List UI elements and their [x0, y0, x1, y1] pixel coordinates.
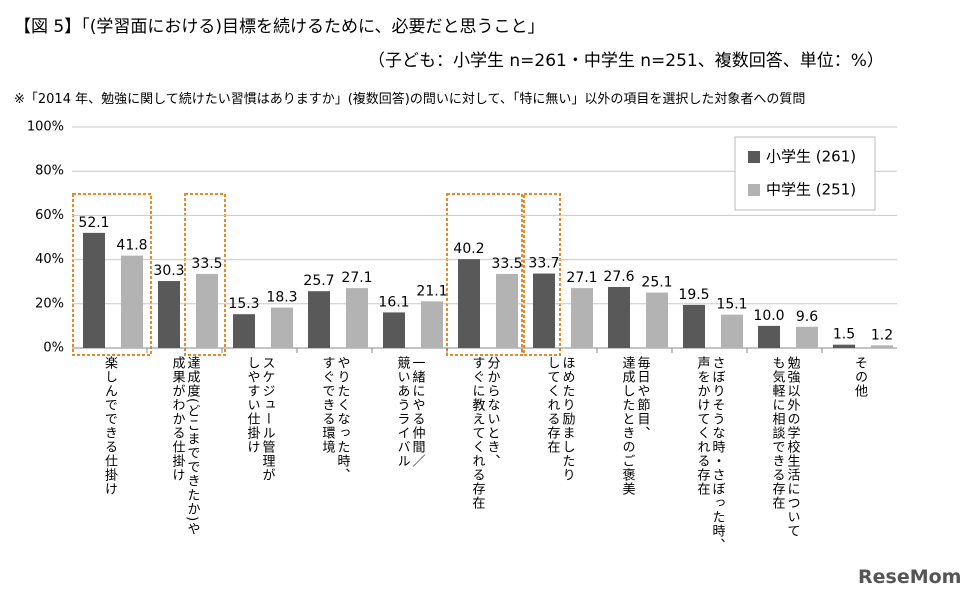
- data-label: 16.1: [378, 294, 409, 310]
- data-label: 1.2: [871, 327, 893, 343]
- bar: [421, 301, 443, 348]
- bar: [496, 273, 518, 348]
- bar: [196, 273, 218, 348]
- x-tick-label: 毎日や節目、 達成したときのご褒美: [619, 356, 650, 496]
- y-tick-label: 60%: [35, 208, 64, 223]
- data-label: 19.5: [678, 287, 709, 303]
- data-label: 21.1: [416, 283, 447, 299]
- bar: [758, 325, 780, 348]
- data-label: 1.5: [833, 327, 855, 343]
- data-label: 25.1: [641, 275, 672, 291]
- data-label: 40.2: [453, 241, 484, 257]
- bar: [83, 232, 105, 348]
- bar: [646, 292, 668, 348]
- chart-subtitle: （子ども：小学生 n=261・中学生 n=251、複数回答、単位：%）: [368, 51, 884, 71]
- highlight-box: [523, 193, 561, 356]
- bar: [121, 255, 143, 348]
- data-label: 27.6: [603, 269, 634, 285]
- x-tick-label: 勉強以外の学校生活について も気軽に相談できる存在: [769, 356, 800, 538]
- highlight-box: [72, 193, 152, 356]
- bar: [608, 287, 630, 348]
- x-tick-label: 一緒にやる仲間／ 競いあうライバル: [394, 356, 425, 468]
- legend-swatch: [748, 184, 760, 196]
- x-tick-label: 達成度(どこまでできたか)や 成果がわかる仕掛け: [169, 356, 200, 537]
- data-label: 33.5: [491, 256, 522, 272]
- bar: [796, 326, 818, 348]
- x-tick-label: 楽しんでできる仕掛け: [102, 356, 117, 496]
- bar: [683, 304, 705, 348]
- bar: [383, 312, 405, 348]
- bar: [308, 291, 330, 348]
- x-tick-label: さぼりそうな時・さぼった時、 声をかけてくれる存在: [694, 356, 725, 552]
- data-label: 33.7: [528, 256, 559, 272]
- highlight-box: [446, 193, 523, 356]
- bar: [233, 314, 255, 348]
- data-label: 30.3: [153, 263, 184, 279]
- data-label: 15.1: [716, 297, 747, 313]
- data-label: 27.1: [341, 270, 372, 286]
- data-label: 41.8: [116, 238, 147, 254]
- y-tick-label: 100%: [27, 120, 64, 135]
- data-label: 10.0: [753, 308, 784, 324]
- data-label: 25.7: [303, 273, 334, 289]
- data-label: 33.5: [191, 256, 222, 272]
- y-tick-label: 80%: [35, 164, 64, 179]
- bar: [271, 307, 293, 348]
- bar: [346, 288, 368, 348]
- x-tick-label: やりたくなった時、 すぐできる環境: [319, 356, 350, 482]
- data-label: 27.1: [566, 270, 597, 286]
- chart-note: ※「2014 年、勉強に関して続けたい習慣はありますか」(複数回答)の問いに対し…: [14, 92, 806, 107]
- bar: [871, 345, 893, 348]
- data-label: 52.1: [78, 215, 109, 231]
- legend-box: [734, 136, 876, 211]
- highlight-box: [184, 193, 226, 356]
- data-label: 18.3: [266, 290, 297, 306]
- y-tick-label: 20%: [35, 296, 64, 311]
- bar: [721, 314, 743, 348]
- logo: ReseMom: [858, 566, 962, 588]
- bar: [833, 344, 855, 348]
- x-tick-label: ほめたり励ましたり してくれる存在: [544, 356, 575, 482]
- bar: [533, 273, 555, 348]
- data-label: 15.3: [228, 296, 259, 312]
- highlight-boxes: [72, 193, 561, 356]
- bar: [158, 281, 180, 348]
- legend-label: 中学生 (251): [766, 181, 856, 199]
- legend-label: 小学生 (261): [766, 148, 856, 166]
- chart-title: 【図 5】「(学習面における)目標を続けるために、必要だと思うこと」: [14, 17, 545, 37]
- bar: [458, 259, 480, 348]
- data-label: 9.6: [796, 309, 818, 325]
- x-tick-label: 分からないとき、 すぐに教えてくれる存在: [469, 356, 500, 510]
- legend-swatch: [748, 151, 760, 163]
- y-tick-label: 40%: [35, 252, 64, 267]
- y-tick-label: 0%: [43, 341, 64, 356]
- x-tick-label: その他: [852, 356, 867, 398]
- x-tick-label: スケジュール管理が しやすい仕掛け: [244, 356, 275, 482]
- bar: [571, 288, 593, 348]
